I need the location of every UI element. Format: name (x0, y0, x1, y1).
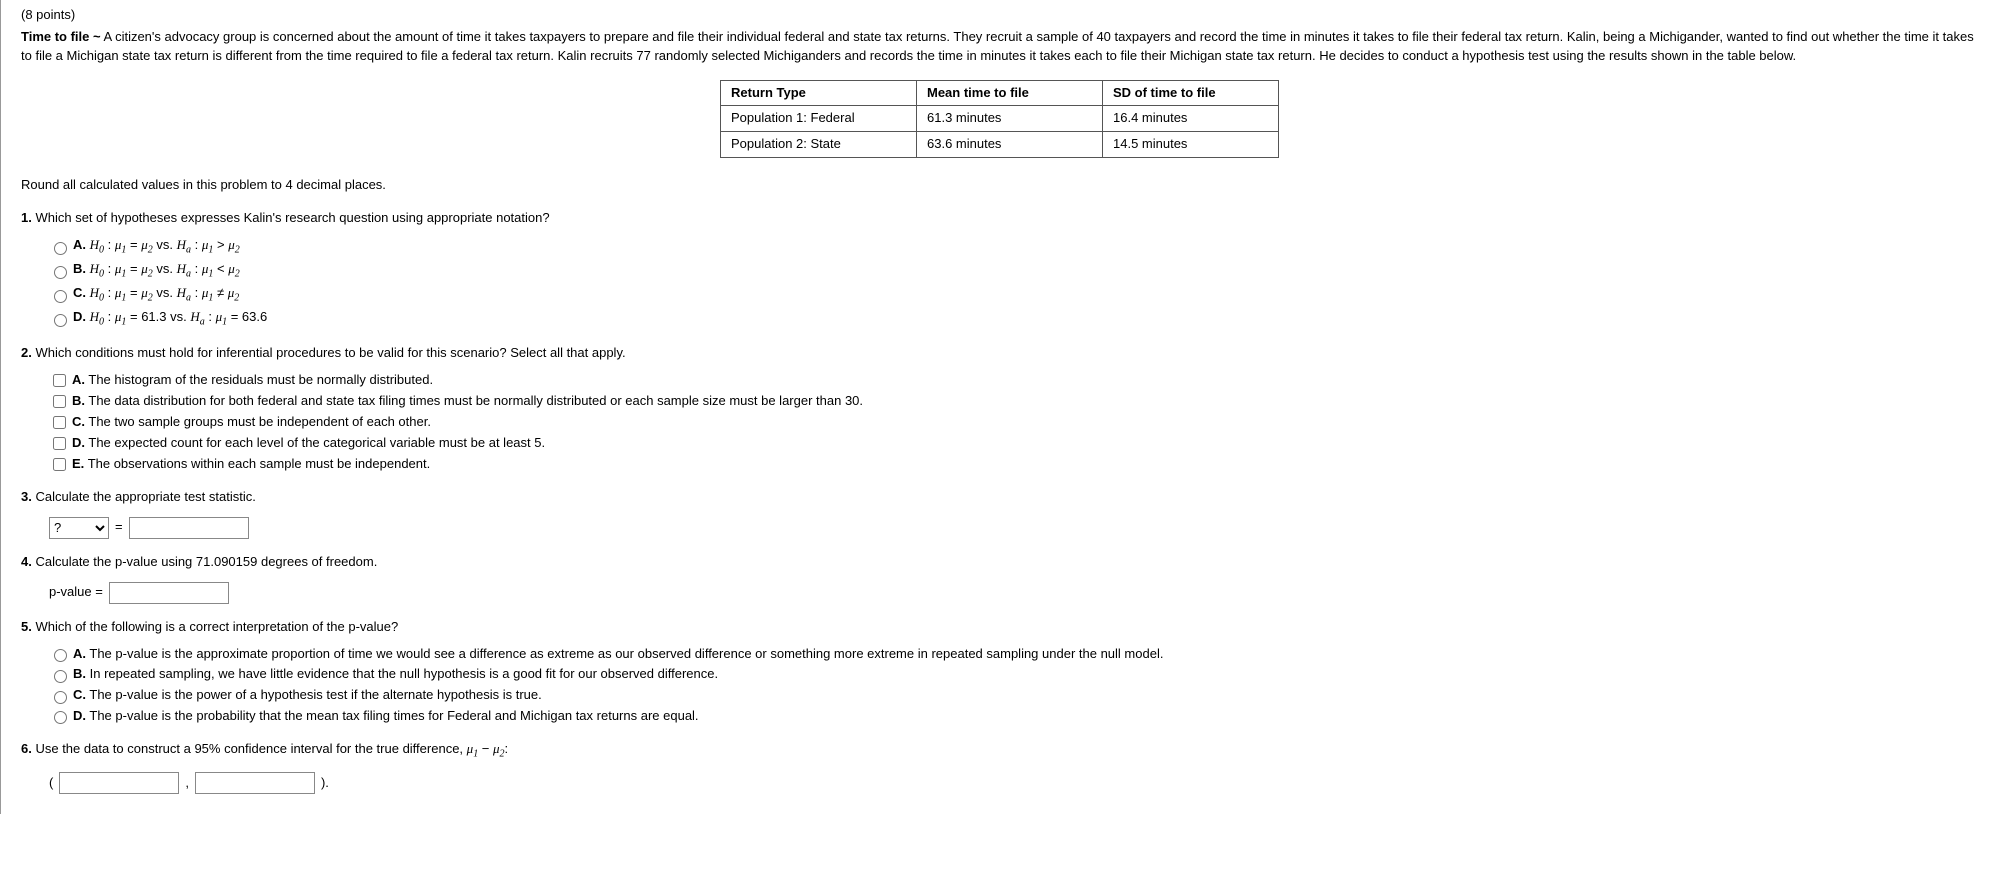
q4-num: 4. (21, 554, 32, 569)
td-sd2: 14.5 minutes (1103, 132, 1279, 158)
q4-label: p-value = (49, 583, 103, 602)
q5-a-label: A. (73, 646, 86, 661)
q1: 1. Which set of hypotheses expresses Kal… (21, 209, 1978, 228)
q2-e-label: E. (72, 456, 84, 471)
q4: 4. Calculate the p-value using 71.090159… (21, 553, 1978, 572)
q1-radio-a[interactable] (54, 242, 67, 255)
q2-d-text: The expected count for each level of the… (88, 435, 545, 450)
q6-num: 6. (21, 741, 32, 756)
q1-opt-a: A. H0 : μ1 = μ2 vs. Ha : μ1 > μ2 (73, 236, 240, 258)
problem-intro: Time to file ~ A citizen's advocacy grou… (21, 28, 1978, 66)
q5-num: 5. (21, 619, 32, 634)
q2-c-label: C. (72, 414, 85, 429)
q1-b-label: B. (73, 261, 86, 276)
q3-stat-input[interactable] (129, 517, 249, 539)
q5-b-label: B. (73, 666, 86, 681)
q5-radio-d[interactable] (54, 711, 67, 724)
q3-num: 3. (21, 489, 32, 504)
round-note: Round all calculated values in this prob… (21, 176, 1978, 195)
q2-options: A. The histogram of the residuals must b… (49, 371, 1978, 474)
intro-title: Time to file ~ (21, 29, 101, 44)
q5-c-label: C. (73, 687, 86, 702)
q6-open: ( (49, 774, 53, 793)
q3-stat-select[interactable]: ? (49, 517, 109, 539)
q1-text: Which set of hypotheses expresses Kalin'… (35, 210, 549, 225)
q4-text: Calculate the p-value using 71.090159 de… (35, 554, 377, 569)
q2-e-text: The observations within each sample must… (88, 456, 431, 471)
td-pop1: Population 1: Federal (721, 106, 917, 132)
q1-opt-b: B. H0 : μ1 = μ2 vs. Ha : μ1 < μ2 (73, 260, 240, 282)
q2: 2. Which conditions must hold for infere… (21, 344, 1978, 363)
th-sd: SD of time to file (1103, 80, 1279, 106)
q3-equals: = (115, 518, 123, 537)
td-sd1: 16.4 minutes (1103, 106, 1279, 132)
q6-ci-upper-input[interactable] (195, 772, 315, 794)
q5-b-text: In repeated sampling, we have little evi… (90, 666, 718, 681)
th-mean: Mean time to file (917, 80, 1103, 106)
q3: 3. Calculate the appropriate test statis… (21, 488, 1978, 507)
q2-b-label: B. (72, 393, 85, 408)
q2-text: Which conditions must hold for inferenti… (35, 345, 625, 360)
q2-check-b[interactable] (53, 395, 66, 408)
th-return-type: Return Type (721, 80, 917, 106)
q6-comma: , (185, 774, 189, 793)
q5-text: Which of the following is a correct inte… (35, 619, 398, 634)
q2-a-label: A. (72, 372, 85, 387)
td-pop2: Population 2: State (721, 132, 917, 158)
q5-options: A. The p-value is the approximate propor… (49, 645, 1978, 726)
q1-d-label: D. (73, 309, 86, 324)
q6-text: Use the data to construct a 95% confiden… (35, 741, 466, 756)
q2-check-c[interactable] (53, 416, 66, 429)
q5-d-label: D. (73, 708, 86, 723)
q1-d-t2: = 63.6 (227, 309, 267, 324)
q1-d-t1: = 61.3 vs. (126, 309, 190, 324)
q4-pvalue-input[interactable] (109, 582, 229, 604)
q5: 5. Which of the following is a correct i… (21, 618, 1978, 637)
q1-radio-b[interactable] (54, 266, 67, 279)
q6-ci-lower-input[interactable] (59, 772, 179, 794)
q1-radio-d[interactable] (54, 314, 67, 327)
q5-radio-b[interactable] (54, 670, 67, 683)
q4-input-row: p-value = (49, 582, 1978, 604)
q3-text: Calculate the appropriate test statistic… (35, 489, 255, 504)
q2-check-e[interactable] (53, 458, 66, 471)
q1-radio-c[interactable] (54, 290, 67, 303)
q1-opt-d: D. H0 : μ1 = 61.3 vs. Ha : μ1 = 63.6 (73, 308, 267, 330)
points-label: (8 points) (21, 6, 1978, 25)
data-table: Return Type Mean time to file SD of time… (720, 80, 1279, 159)
q2-check-d[interactable] (53, 437, 66, 450)
q2-a-text: The histogram of the residuals must be n… (88, 372, 433, 387)
intro-body: A citizen's advocacy group is concerned … (21, 29, 1974, 63)
q5-d-text: The p-value is the probability that the … (89, 708, 698, 723)
q2-c-text: The two sample groups must be independen… (88, 414, 431, 429)
q5-c-text: The p-value is the power of a hypothesis… (89, 687, 541, 702)
q1-opt-c: C. H0 : μ1 = μ2 vs. Ha : μ1 ≠ μ2 (73, 284, 239, 306)
q3-input-row: ? = (49, 517, 1978, 539)
q1-options: A. H0 : μ1 = μ2 vs. Ha : μ1 > μ2 B. H0 :… (49, 236, 1978, 330)
q1-a-label: A. (73, 237, 86, 252)
q5-radio-a[interactable] (54, 649, 67, 662)
q6-input-row: ( , ). (49, 772, 1978, 794)
q2-check-a[interactable] (53, 374, 66, 387)
q1-c-label: C. (73, 285, 86, 300)
q6: 6. Use the data to construct a 95% confi… (21, 740, 1978, 762)
td-mean2: 63.6 minutes (917, 132, 1103, 158)
td-mean1: 61.3 minutes (917, 106, 1103, 132)
q5-a-text: The p-value is the approximate proportio… (89, 646, 1163, 661)
q5-radio-c[interactable] (54, 691, 67, 704)
q2-b-text: The data distribution for both federal a… (88, 393, 863, 408)
q1-num: 1. (21, 210, 32, 225)
q6-close: ). (321, 774, 329, 793)
q2-d-label: D. (72, 435, 85, 450)
q2-num: 2. (21, 345, 32, 360)
